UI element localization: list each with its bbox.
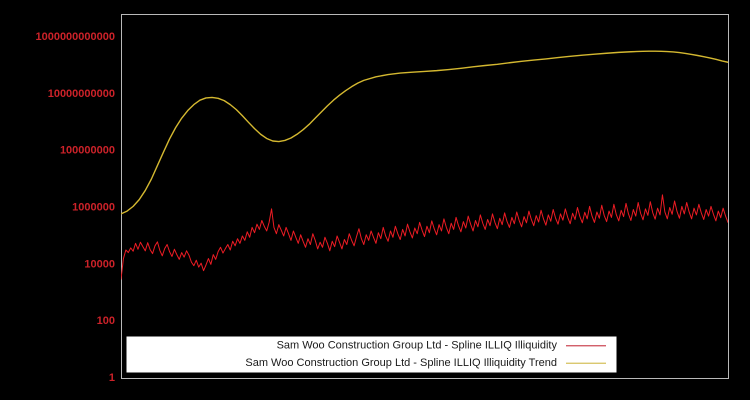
- series-line-illiquidity-trend: [121, 50, 728, 215]
- y-axis-tick-labels: 1 100 10000 1000000 100000000 10000000000 1000…: [35, 31, 115, 384]
- y-axis-tick-label: 100: [97, 315, 115, 327]
- plot-area-frame: [121, 14, 729, 379]
- y-axis-tick-label: 10000000000: [48, 88, 115, 100]
- y-axis-tick-label: 10000: [84, 258, 115, 270]
- legend-label-illiquidity: Sam Woo Construction Group Ltd - Spline …: [277, 340, 558, 352]
- series-line-illiquidity: [121, 194, 728, 280]
- y-axis-tick-label: 1000000000000: [35, 31, 115, 43]
- y-axis-tick-label: 1000000: [72, 201, 115, 213]
- legend-label-illiquidity-trend: Sam Woo Construction Group Ltd - Spline …: [245, 357, 557, 369]
- y-axis-tick-label: 100000000: [60, 145, 115, 157]
- legend-background: [126, 336, 617, 373]
- chart-series-group: [121, 50, 728, 280]
- y-axis-tick-label: 1: [109, 372, 115, 384]
- chart-legend[interactable]: Sam Woo Construction Group Ltd - Spline …: [126, 336, 617, 373]
